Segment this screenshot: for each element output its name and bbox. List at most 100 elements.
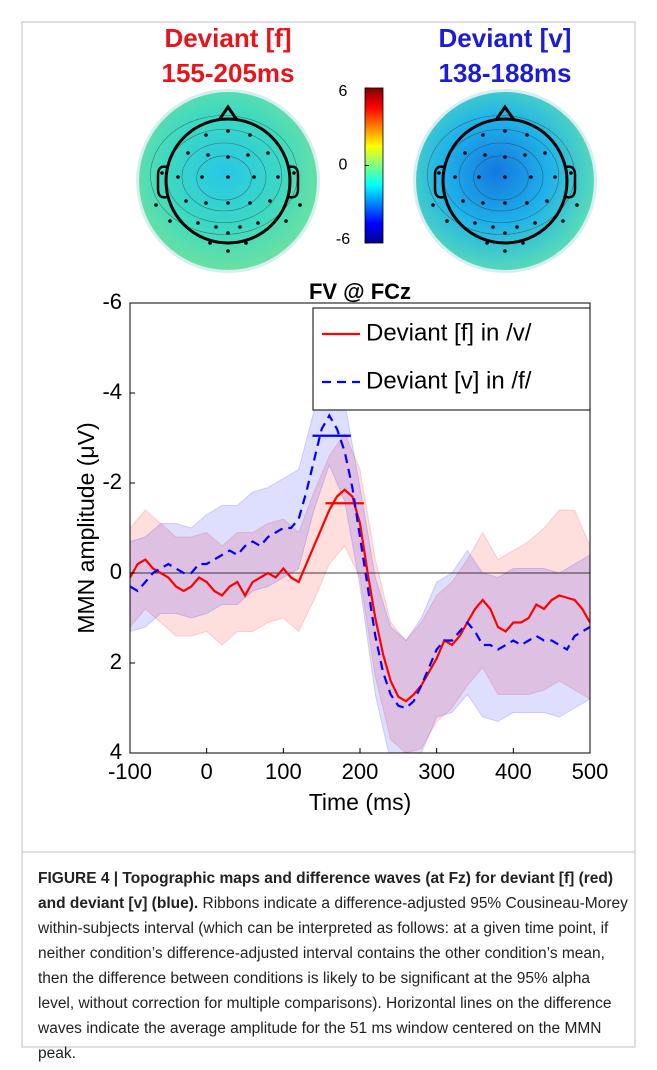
contour	[458, 142, 544, 212]
electrode	[431, 203, 435, 207]
plot-area	[130, 364, 590, 753]
topomaps: Deviant [f] 155-205ms Deviant [v] 138-188ms…	[136, 23, 597, 273]
electrode	[521, 241, 525, 245]
legend-box	[312, 307, 591, 411]
electrode	[298, 203, 302, 207]
nose	[217, 104, 239, 121]
map-title: Deviant [f]	[164, 23, 291, 53]
electrode	[569, 171, 573, 175]
x-tick-label: 200	[342, 759, 379, 784]
nose	[494, 104, 516, 121]
electrode	[503, 155, 507, 159]
ear	[288, 165, 300, 199]
electrode	[226, 249, 230, 253]
colorbar-tick-label: 6	[339, 83, 348, 100]
x-tick-label: -100	[108, 759, 152, 784]
electrode	[545, 199, 549, 203]
electrode	[503, 201, 507, 205]
head-outline	[164, 117, 292, 245]
electrode	[226, 231, 230, 235]
y-tick-label: -6	[102, 289, 122, 314]
colorbar-tick-label: 0	[339, 157, 348, 174]
electrode	[481, 133, 485, 137]
electrode	[483, 153, 487, 157]
electrode	[252, 175, 256, 179]
legend-label: Deviant [v] in /f/	[366, 367, 532, 394]
electrode	[553, 175, 557, 179]
ear	[433, 165, 445, 199]
electrode	[244, 241, 248, 245]
series-line	[130, 488, 590, 703]
ribbon	[130, 432, 590, 753]
x-tick-label: 400	[495, 759, 532, 784]
electrode	[515, 225, 519, 229]
electrode	[292, 171, 296, 175]
figure-frame	[21, 21, 636, 1048]
electrode	[561, 219, 565, 223]
map-title: Deviant [v]	[439, 23, 572, 53]
electrode	[268, 199, 272, 203]
x-tick-label: 300	[418, 759, 455, 784]
electrode	[543, 151, 547, 155]
x-tick-label: 100	[265, 759, 302, 784]
electrode	[503, 175, 507, 179]
electrode	[184, 199, 188, 203]
map-window: 138-188ms	[439, 58, 572, 88]
electrode	[200, 175, 204, 179]
electrode	[503, 249, 507, 253]
electrode	[256, 221, 260, 225]
contour	[181, 142, 267, 212]
electrode	[284, 219, 288, 223]
y-tick-label: 4	[110, 739, 122, 764]
electrode	[473, 221, 477, 225]
electrode	[168, 219, 172, 223]
contour	[196, 155, 252, 201]
electrode	[461, 199, 465, 203]
y-axis-label: MMN amplitude (μV)	[73, 422, 99, 633]
electrode	[445, 219, 449, 223]
electrode	[453, 175, 457, 179]
electrode	[477, 175, 481, 179]
electrode	[196, 221, 200, 225]
y-tick-label: 2	[110, 649, 122, 674]
electrode	[266, 151, 270, 155]
electrode	[226, 175, 230, 179]
electrode	[186, 151, 190, 155]
electrode	[214, 225, 218, 229]
x-tick-label: 0	[201, 759, 213, 784]
x-tick-label: 500	[572, 759, 609, 784]
colorbar-tick-label: -6	[336, 231, 350, 248]
electrode	[246, 153, 250, 157]
contour	[473, 155, 529, 201]
head-outline	[441, 117, 569, 245]
electrode	[491, 225, 495, 229]
electrode	[238, 225, 242, 229]
electrode	[204, 201, 208, 205]
electrode	[206, 153, 210, 157]
electrode	[226, 201, 230, 205]
electrode	[437, 171, 441, 175]
ear	[565, 165, 577, 199]
electrode	[533, 221, 537, 225]
electrode	[226, 155, 230, 159]
map-window: 155-205ms	[162, 58, 295, 88]
ribbon	[130, 364, 590, 753]
electrode	[276, 175, 280, 179]
electrode	[503, 129, 507, 133]
caption-label: FIGURE 4 | Topographic maps and differen…	[38, 870, 614, 912]
caption: FIGURE 4 | Topographic maps and differen…	[38, 866, 628, 1066]
y-tick-label: -4	[102, 379, 122, 404]
x-axis-label: Time (ms)	[309, 789, 412, 815]
electrode	[226, 129, 230, 133]
electrode	[525, 201, 529, 205]
chart-title: FV @ FCz	[309, 279, 411, 304]
plot: -100 0 100 200 300 400 500 -6 -4 -2 0 2 4 Deviant [f]…	[102, 289, 608, 784]
series-line	[130, 413, 590, 710]
electrode	[248, 201, 252, 205]
electrode	[160, 171, 164, 175]
caption-text: Ribbons indicate a difference-adjusted 9…	[38, 895, 628, 1062]
electrode	[529, 175, 533, 179]
electrode	[575, 203, 579, 207]
